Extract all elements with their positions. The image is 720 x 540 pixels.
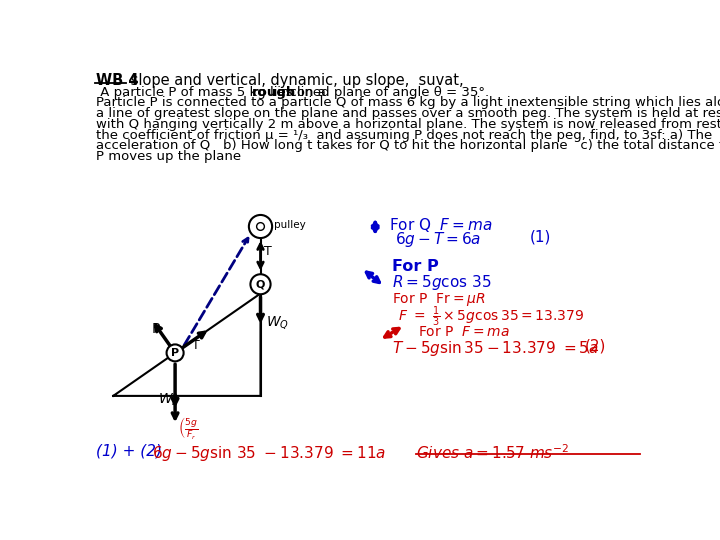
Text: (2): (2) [585, 339, 606, 354]
Text: For P  $\mathrm{Fr} = \mu R$: For P $\mathrm{Fr} = \mu R$ [392, 291, 486, 308]
Text: $6g - T = 6a$: $6g - T = 6a$ [395, 230, 481, 248]
Text: pulley: pulley [274, 220, 306, 231]
Text: $W_P$: $W_P$ [158, 392, 179, 408]
Text: T: T [192, 339, 200, 352]
Text: Q: Q [256, 279, 265, 289]
Text: For P  $F = ma$: For P $F = ma$ [418, 325, 510, 339]
Text: $\left(\frac{5g}{F_r}\right.$: $\left(\frac{5g}{F_r}\right.$ [178, 415, 198, 441]
Text: R: R [152, 322, 161, 336]
Circle shape [249, 215, 272, 238]
Text: Gives $a = 1.57\ ms^{-2}$: Gives $a = 1.57\ ms^{-2}$ [415, 444, 569, 462]
Text: (1) + (2): (1) + (2) [96, 444, 162, 458]
Text: WB 4: WB 4 [96, 73, 139, 88]
Text: inclined plane of angle θ = 35°.: inclined plane of angle θ = 35°. [273, 85, 489, 99]
Text: a line of greatest slope on the plane and passes over a smooth peg. The system i: a line of greatest slope on the plane an… [96, 107, 720, 120]
Text: P: P [171, 348, 179, 358]
Text: $F\ =\ \frac{1}{3}\times 5g\cos 35 = 13.379$: $F\ =\ \frac{1}{3}\times 5g\cos 35 = 13.… [398, 305, 585, 329]
Text: (1): (1) [530, 230, 552, 245]
Text: For Q  $F = ma$: For Q $F = ma$ [389, 215, 492, 234]
Text: Particle P is connected to a particle Q of mass 6 kg by a light inextensible str: Particle P is connected to a particle Q … [96, 96, 720, 110]
Text: acceleration of Q   b) How long t takes for Q to hit the horizontal plane   c) t: acceleration of Q b) How long t takes fo… [96, 139, 720, 152]
Text: rough: rough [251, 85, 296, 99]
Circle shape [251, 274, 271, 294]
Text: slope and vertical, dynamic, up slope,  suvat,: slope and vertical, dynamic, up slope, s… [127, 73, 464, 88]
Text: For P: For P [392, 259, 439, 274]
Text: with Q hanging vertically 2 m above a horizontal plane. The system is now releas: with Q hanging vertically 2 m above a ho… [96, 118, 720, 131]
Text: $T - 5g\sin 35 - 13.379\ = 5a$: $T - 5g\sin 35 - 13.379\ = 5a$ [392, 339, 599, 358]
Text: P moves up the plane: P moves up the plane [96, 150, 241, 163]
Text: $R = 5g\mathrm{cos}\ 35$: $R = 5g\mathrm{cos}\ 35$ [392, 273, 492, 292]
Text: $W_Q$: $W_Q$ [266, 314, 289, 330]
Circle shape [166, 345, 184, 361]
Circle shape [256, 222, 264, 231]
Text: T: T [264, 245, 272, 258]
Text: the coefficient of friction μ = ¹/₃  and assuming P does not reach the peg, find: the coefficient of friction μ = ¹/₃ and … [96, 129, 713, 141]
Text: A particle P of mass 5 kg lies on a: A particle P of mass 5 kg lies on a [96, 85, 330, 99]
Text: $6g - 5g\mathrm{sin}\ 35\ - 13.379\ = 11a$: $6g - 5g\mathrm{sin}\ 35\ - 13.379\ = 11… [152, 444, 386, 463]
